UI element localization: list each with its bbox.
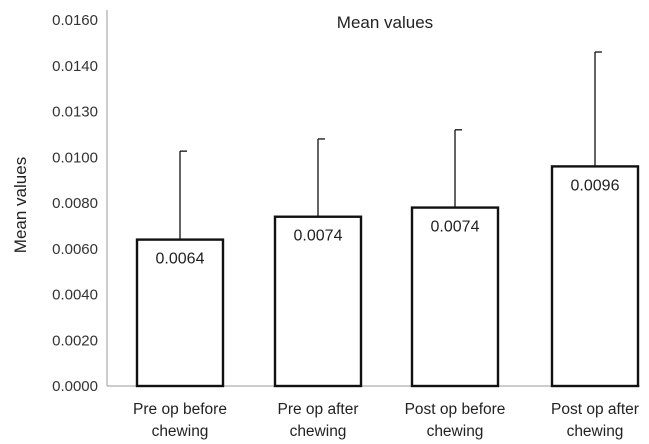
error-bars bbox=[179, 51, 602, 240]
bar bbox=[550, 165, 640, 388]
category-label: Pre op after bbox=[278, 401, 359, 418]
category-label: Post op after bbox=[551, 401, 639, 418]
data-labels: 0.0064 0.0074 0.0074 0.0096 bbox=[156, 177, 620, 267]
category-label: Pre op before bbox=[133, 401, 227, 418]
y-tick-label: 0.0100 bbox=[52, 149, 98, 166]
category-label: Post op before bbox=[405, 401, 506, 418]
bars bbox=[135, 165, 640, 388]
y-axis-label: Mean values bbox=[11, 157, 30, 253]
y-tick-label: 0.0160 bbox=[52, 12, 98, 29]
category-label: chewing bbox=[567, 423, 624, 440]
category-labels: Pre op before chewing Pre op after chewing P… bbox=[133, 401, 639, 440]
y-tick-label: 0.0140 bbox=[52, 58, 98, 75]
category-label: chewing bbox=[152, 423, 209, 440]
y-tick-label: 0.0060 bbox=[52, 241, 98, 258]
data-label: 0.0074 bbox=[431, 219, 480, 236]
category-label: chewing bbox=[290, 423, 347, 440]
y-tick-label: 0.0080 bbox=[52, 195, 98, 212]
data-label: 0.0064 bbox=[156, 251, 205, 268]
y-tick-labels: 0.0000 0.0020 0.0040 0.0060 0.0080 0.0100 0.01… bbox=[52, 12, 98, 395]
data-label: 0.0096 bbox=[571, 177, 620, 194]
y-tick-label: 0.0000 bbox=[52, 378, 98, 395]
bar bbox=[135, 238, 225, 388]
y-tick-label: 0.0040 bbox=[52, 287, 98, 304]
bar bbox=[410, 206, 500, 388]
category-label: chewing bbox=[427, 423, 484, 440]
data-label: 0.0074 bbox=[294, 228, 343, 245]
y-tick-label: 0.0020 bbox=[52, 332, 98, 349]
y-tick-label: 0.0130 bbox=[52, 104, 98, 121]
chart-title: Mean values bbox=[337, 13, 433, 32]
